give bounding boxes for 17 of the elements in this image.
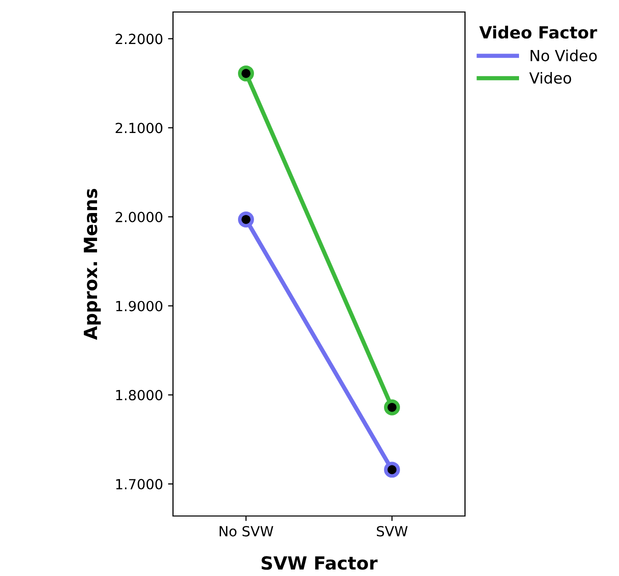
y-axis-title: Approx. Means (84, 188, 101, 340)
point (384, 462, 400, 478)
x-axis-title: SVW Factor (262, 556, 378, 570)
legend-label: Video (529, 72, 572, 84)
point (238, 211, 254, 228)
x-tick-label: No SVW (220, 526, 274, 536)
y-tick-label: 2.2000 (116, 34, 162, 44)
y-tick-label: 2.0000 (116, 212, 162, 222)
y-tick-label: 2.1000 (116, 122, 162, 134)
legend-title: Video Factor (479, 26, 598, 39)
point (238, 65, 254, 82)
y-tick-label: 1.7000 (116, 478, 162, 490)
y-tick-label: 1.9000 (116, 300, 162, 312)
point (384, 399, 400, 416)
y-tick-label: 1.8000 (116, 390, 162, 400)
legend-label: No Video (530, 50, 597, 62)
x-tick-label: SVW (376, 526, 408, 536)
